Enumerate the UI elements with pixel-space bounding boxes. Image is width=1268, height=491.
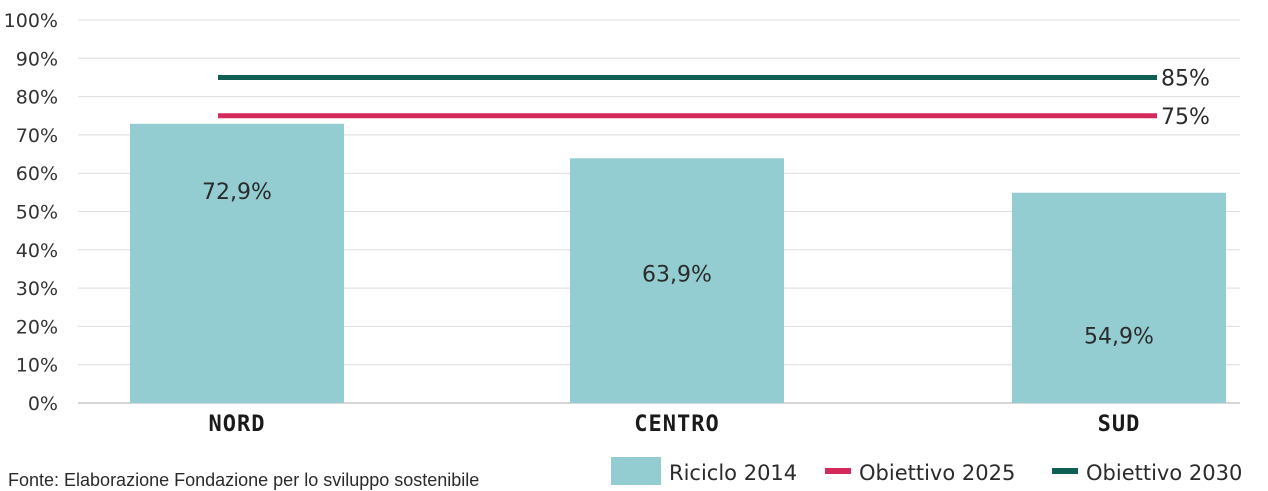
legend-label: Obiettivo 2030	[1086, 461, 1242, 485]
bar-nord	[130, 123, 344, 403]
y-tick-label: 0%	[28, 393, 58, 415]
y-axis-ticks: 0% 10% 20% 30% 40% 50% 60% 70% 80% 90% 100%	[4, 10, 58, 415]
source-note: Fonte: Elaborazione Fondazione per lo sv…	[8, 470, 480, 490]
bars-layer: 72,9% 63,9% 54,9%	[130, 123, 1226, 403]
reference-lines-layer: 75% 85%	[218, 66, 1210, 130]
bar-sud	[1012, 192, 1226, 403]
bar-centro	[570, 158, 784, 403]
y-tick-label: 60%	[16, 163, 58, 185]
y-tick-label: 70%	[16, 125, 58, 147]
y-tick-label: 80%	[16, 87, 58, 109]
bar-value-label: 72,9%	[202, 180, 272, 205]
reference-line-label: 75%	[1161, 105, 1210, 130]
legend-label: Riciclo 2014	[669, 461, 797, 485]
legend: Riciclo 2014 Obiettivo 2025 Obiettivo 2030	[611, 457, 1242, 485]
y-tick-label: 30%	[16, 278, 58, 300]
y-tick-label: 40%	[16, 240, 58, 262]
x-category-label: SUD	[1098, 412, 1141, 437]
y-tick-label: 50%	[16, 202, 58, 224]
y-tick-label: 90%	[16, 48, 58, 70]
x-category-label: NORD	[209, 412, 266, 437]
x-axis-labels: NORD CENTRO SUD	[209, 412, 1141, 437]
reference-line-label: 85%	[1161, 66, 1210, 91]
y-tick-label: 20%	[16, 316, 58, 338]
legend-label: Obiettivo 2025	[859, 461, 1015, 485]
legend-swatch	[611, 457, 661, 485]
bar-value-label: 54,9%	[1084, 325, 1154, 350]
bar-value-label: 63,9%	[642, 262, 712, 287]
y-tick-label: 100%	[4, 10, 58, 32]
x-category-label: CENTRO	[634, 412, 719, 437]
y-tick-label: 10%	[16, 355, 58, 377]
